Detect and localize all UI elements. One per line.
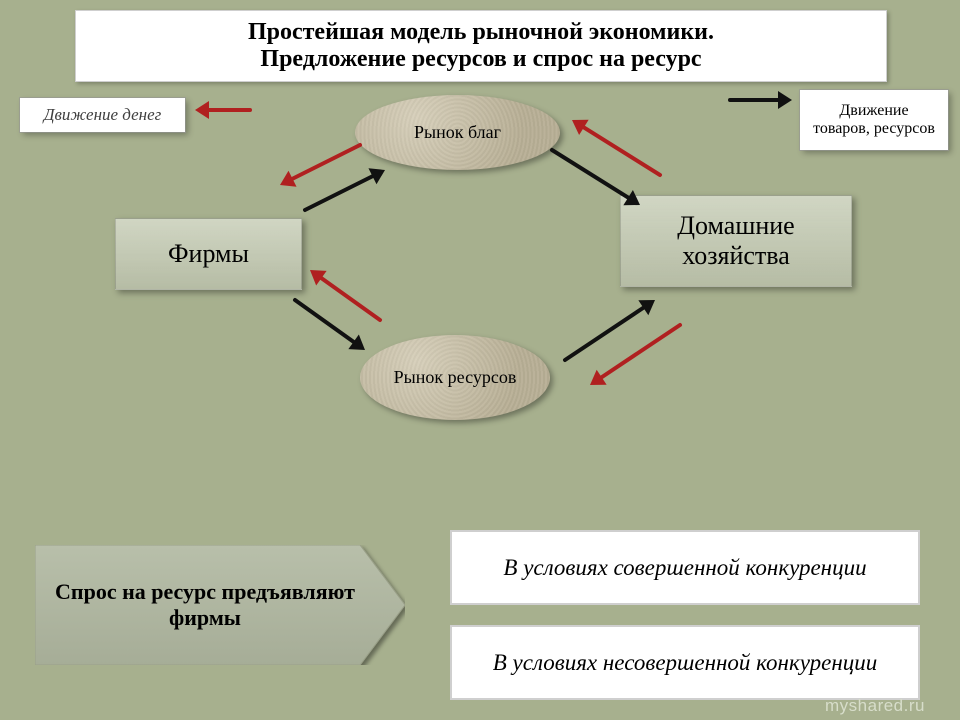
demand-pentagon-label: Спрос на ресурс предъявляют фирмы (35, 545, 405, 665)
node-goods-market: Рынок благ (355, 95, 560, 170)
watermark-text: myshared.ru (825, 696, 925, 715)
legend-money-flow: Движение денег (20, 98, 185, 132)
textbox-imperfect-competition: В условиях несовершенной конкуренции (450, 625, 920, 700)
legend-goods-flow: Движение товаров, ресурсов (800, 90, 948, 150)
legend-goods-label: Движение товаров, ресурсов (810, 102, 938, 138)
node-firms-label: Фирмы (168, 239, 249, 269)
watermark: myshared.ru (825, 696, 925, 716)
node-households: Домашние хозяйства (620, 195, 852, 287)
legend-money-label: Движение денег (44, 105, 162, 125)
node-firms: Фирмы (115, 218, 302, 290)
node-resource-market-label: Рынок ресурсов (394, 367, 517, 388)
textbox-imperfect-label: В условиях несовершенной конкуренции (493, 650, 878, 676)
demand-pentagon: Спрос на ресурс предъявляют фирмы (35, 545, 405, 665)
title-line-2: Предложение ресурсов и спрос на ресурс (76, 46, 886, 73)
textbox-perfect-competition: В условиях совершенной конкуренции (450, 530, 920, 605)
title-line-1: Простейшая модель рыночной экономики. (76, 19, 886, 46)
node-goods-market-label: Рынок благ (414, 122, 501, 143)
slide-title: Простейшая модель рыночной экономики. Пр… (75, 10, 887, 82)
slide: Простейшая модель рыночной экономики. Пр… (0, 0, 960, 720)
node-households-label: Домашние хозяйства (621, 211, 851, 271)
textbox-perfect-label: В условиях совершенной конкуренции (503, 555, 866, 581)
node-resource-market: Рынок ресурсов (360, 335, 550, 420)
